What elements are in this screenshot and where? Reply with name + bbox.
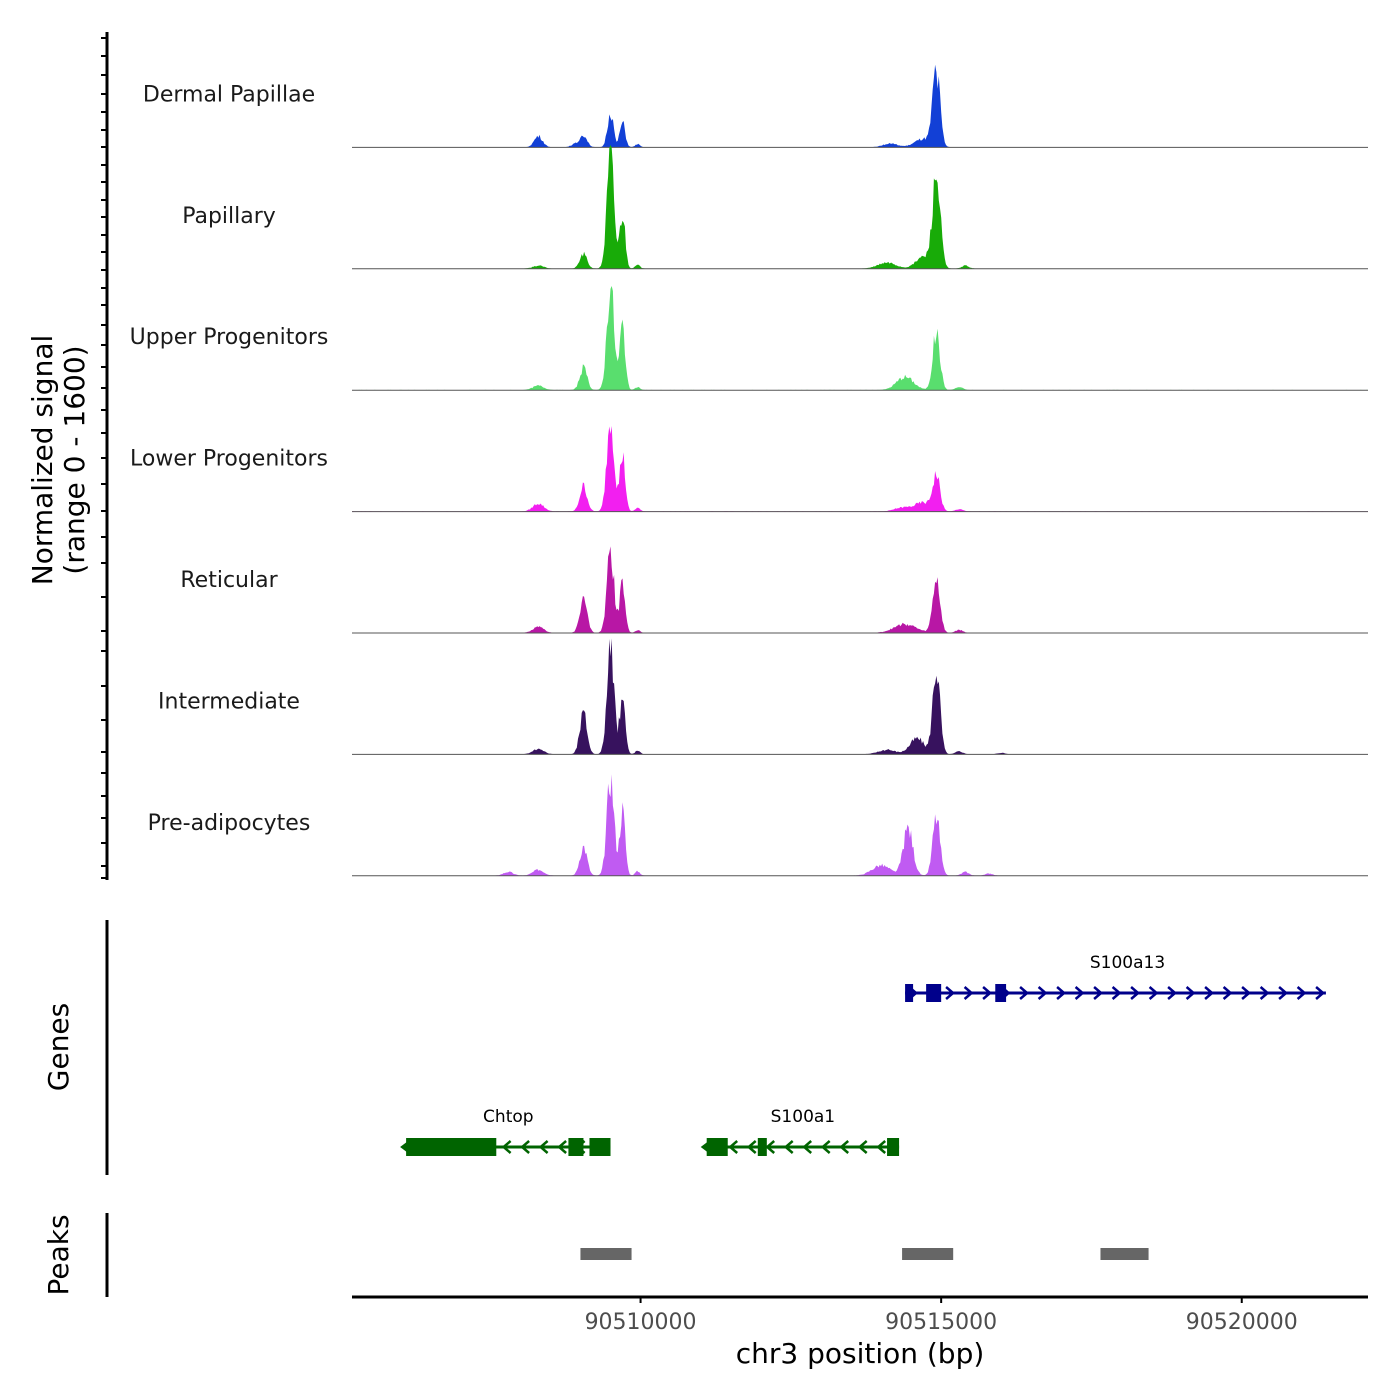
gene-exon (887, 1138, 900, 1156)
signal-area-papillary (352, 144, 1368, 269)
strand-arrow (1222, 986, 1233, 1000)
gene-exon (757, 1138, 767, 1156)
signal-area-pre-adipocytes (352, 774, 1368, 876)
strand-arrow (765, 1140, 776, 1154)
peak-region (902, 1248, 954, 1260)
track-label-lower-progenitors: Lower Progenitors (130, 447, 328, 472)
strand-arrow (1148, 986, 1159, 1000)
x-axis-title: chr3 position (bp) (736, 1337, 985, 1370)
peaks-track-label: Peaks (42, 1214, 75, 1295)
gene-s100a1: S100a1 (700, 1107, 900, 1156)
strand-arrow (1167, 986, 1178, 1000)
strand-arrow (1296, 986, 1307, 1000)
gene-exon (589, 1138, 611, 1156)
peaks-track (580, 1248, 1149, 1260)
strand-arrow (538, 1140, 549, 1154)
strand-arrow (1074, 986, 1085, 1000)
strand-arrow (1278, 986, 1289, 1000)
strand-arrow (982, 986, 993, 1000)
gene-exon (568, 1138, 584, 1156)
strand-arrow (1130, 986, 1141, 1000)
track-label-dermal-papillae: Dermal Papillae (143, 82, 315, 107)
strand-arrow (1315, 986, 1326, 1000)
strand-arrow (1241, 986, 1252, 1000)
track-label-papillary: Papillary (182, 204, 276, 229)
signal-area-intermediate (352, 638, 1368, 755)
strand-arrow (857, 1140, 868, 1154)
track-label-intermediate: Intermediate (158, 689, 300, 714)
strand-arrow (945, 986, 956, 1000)
strand-arrow (1204, 986, 1215, 1000)
genes-track-label: Genes (42, 1003, 75, 1091)
strand-arrow (520, 1140, 530, 1154)
gene-exon (905, 984, 914, 1002)
signal-y-axis (101, 32, 109, 880)
strand-arrow (783, 1140, 794, 1154)
signal-area-dermal-papillae (352, 64, 1368, 148)
gene-s100a13: S100a13 (905, 953, 1326, 1002)
strand-arrow (1093, 986, 1104, 1000)
gene-start-arrowhead (400, 1138, 413, 1156)
y-axis-title: Normalized signal (26, 335, 59, 586)
strand-arrow (1111, 986, 1122, 1000)
signal-tracks (352, 64, 1368, 877)
y-axis-range-label: (range 0 - 1600) (58, 345, 91, 574)
signal-area-lower-progenitors (352, 426, 1368, 512)
peak-region (1100, 1248, 1149, 1260)
strand-arrow (728, 1140, 739, 1154)
strand-arrow (557, 1140, 567, 1154)
strand-arrow (820, 1140, 831, 1154)
strand-arrow (1056, 986, 1067, 1000)
strand-arrow (1185, 986, 1196, 1000)
track-label-upper-progenitors: Upper Progenitors (130, 325, 329, 350)
strand-arrow (963, 986, 974, 1000)
gene-exon (926, 984, 942, 1002)
strand-arrow (501, 1140, 512, 1154)
strand-arrow (876, 1140, 887, 1154)
strand-arrow (1019, 986, 1030, 1000)
track-labels: Dermal Papillae Papillary Upper Progenitor… (130, 82, 329, 835)
x-tick-label: 90510000 (585, 1310, 697, 1335)
track-label-pre-adipocytes: Pre-adipocytes (148, 811, 311, 836)
x-tick-label: 90520000 (1186, 1310, 1298, 1335)
strand-arrow (1259, 986, 1270, 1000)
gene-exon (995, 984, 1007, 1002)
gene-label-s100a1: S100a1 (771, 1107, 835, 1127)
track-label-reticular: Reticular (180, 568, 278, 593)
genes-track: S100a13 Chtop S100a1 (400, 953, 1326, 1156)
gene-start-arrowhead (700, 1138, 713, 1156)
gene-exon (406, 1138, 497, 1156)
peak-region (580, 1248, 632, 1260)
gene-label-chtop: Chtop (483, 1107, 534, 1127)
signal-area-upper-progenitors (352, 286, 1368, 391)
strand-arrow (1037, 986, 1048, 1000)
strand-arrow (839, 1140, 850, 1154)
signal-area-reticular (352, 546, 1368, 633)
strand-arrow (802, 1140, 813, 1154)
x-axis: 90510000 90515000 90520000 (352, 1295, 1368, 1335)
x-tick-label: 90515000 (885, 1310, 997, 1335)
gene-label-s100a13: S100a13 (1090, 953, 1165, 973)
strand-arrow (746, 1140, 757, 1154)
gene-chtop: Chtop (400, 1107, 611, 1156)
